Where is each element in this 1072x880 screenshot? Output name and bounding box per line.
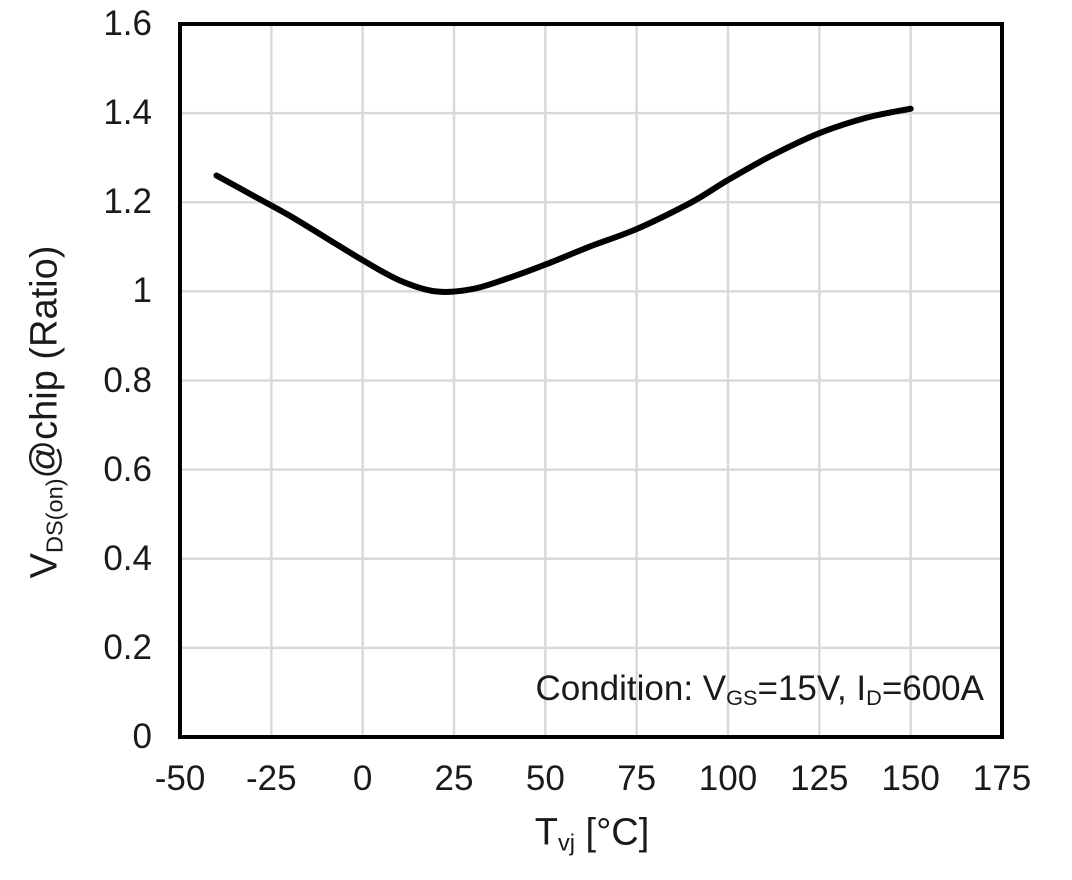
x-tick-label: 125 xyxy=(790,759,849,798)
subscript-text: vj xyxy=(557,829,575,856)
y-tick-label: 1.4 xyxy=(103,93,152,133)
label-text: V xyxy=(23,553,66,579)
x-tick-label: 150 xyxy=(881,759,940,798)
y-tick-label: 1.6 xyxy=(103,4,152,43)
label-text: =15V, I xyxy=(757,668,867,708)
y-tick-label: 0.8 xyxy=(103,360,152,400)
y-tick-label: 0.4 xyxy=(103,538,152,578)
label-text: @chip (Ratio) xyxy=(23,245,66,479)
data-curve xyxy=(213,105,914,295)
x-tick-label: 25 xyxy=(434,759,474,798)
y-tick-label: 0.6 xyxy=(103,449,152,489)
x-tick-label: 75 xyxy=(617,759,657,798)
gridlines xyxy=(178,22,1004,739)
plot-border xyxy=(178,22,1004,739)
y-tick-label: 0 xyxy=(132,717,152,756)
y-tick-label: 0.2 xyxy=(103,627,152,667)
subscript-text: GS xyxy=(726,685,758,711)
x-tick-label: 0 xyxy=(352,759,373,798)
y-tick-label: 1.2 xyxy=(103,182,152,222)
x-tick-label: -25 xyxy=(246,759,297,798)
y-axis-title: VDS(on)@chip (Ratio) xyxy=(24,246,69,579)
subscript-text: D xyxy=(866,685,882,711)
label-text: T xyxy=(534,811,558,854)
x-tick-label: 175 xyxy=(972,759,1032,798)
x-axis-title: Tvj [°C] xyxy=(535,812,650,857)
condition-annotation: Condition: VGS=15V, ID=600A xyxy=(535,669,984,711)
subscript-text: DS(on) xyxy=(41,478,68,554)
x-tick-label: 50 xyxy=(525,759,565,798)
label-text: [°C] xyxy=(574,811,650,854)
x-tick-label: -50 xyxy=(154,759,206,798)
label-text: =600A xyxy=(881,668,984,708)
y-tick-label: 1 xyxy=(132,271,152,311)
label-text: Condition: V xyxy=(535,668,727,708)
x-tick-label: 100 xyxy=(698,759,758,798)
